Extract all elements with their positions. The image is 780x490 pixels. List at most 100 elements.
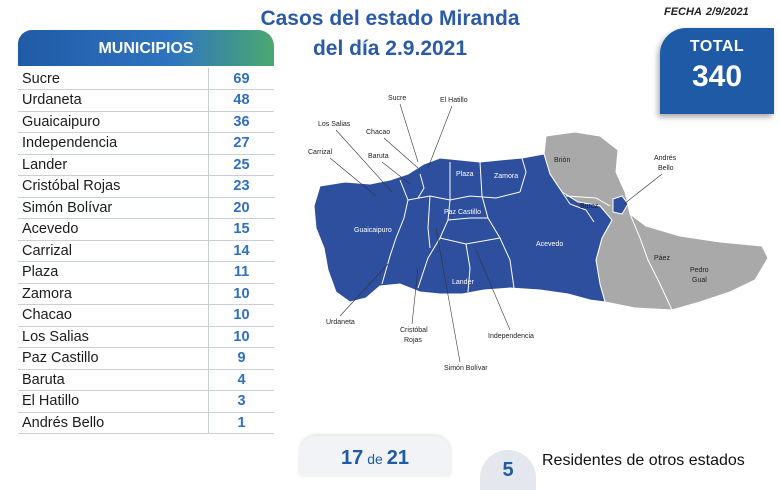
leader-line	[335, 129, 393, 193]
municipio-cases: 14	[208, 240, 274, 262]
label-acevedo: Acevedo	[536, 241, 563, 248]
municipio-name: Lander	[18, 154, 209, 176]
date-label: FECHA 2/9/2021	[664, 6, 753, 18]
border-line	[427, 195, 431, 249]
municipio-name: Acevedo	[18, 218, 209, 241]
label-paz-castillo: Paz Castillo	[444, 209, 481, 216]
page-title: Casos del estado Miranda del día 2.9.202…	[230, 4, 550, 64]
miranda-map: Sucre El Hatillo Los Salias Chacao Carri…	[308, 95, 769, 372]
leader-line	[383, 137, 419, 169]
border-line	[407, 191, 521, 201]
table-row: Independencia 27	[18, 132, 274, 155]
table-row: Los Salias 10	[18, 326, 274, 348]
label-guaicaipuro: Guaicaipuro	[354, 227, 392, 234]
reported-municipalities-card: 17 de 21	[300, 436, 450, 476]
title-line-1: Casos del estado Miranda	[260, 7, 520, 30]
leader-line	[329, 157, 377, 197]
label-pedro-gual-1: Pedro	[690, 267, 709, 274]
table-row: Cristóbal Rojas 23	[18, 175, 274, 198]
municipio-cases: 15	[208, 218, 274, 241]
municipio-cases: 48	[208, 89, 274, 112]
border-line	[417, 173, 425, 199]
municipio-name: Andrés Bello	[18, 412, 209, 434]
label-buroz: Buroz	[580, 203, 599, 210]
label-andres-bello-1: Andrés	[654, 155, 677, 162]
leader-line	[381, 161, 411, 185]
municipio-cases: 20	[208, 197, 274, 219]
label-andres-bello-2: Bello	[658, 165, 674, 172]
municipio-cases: 10	[208, 304, 274, 327]
municipio-cases: 10	[208, 283, 274, 305]
label-los-salias: Los Salias	[318, 121, 351, 128]
table-row: Andrés Bello 1	[18, 412, 274, 434]
municipio-cases: 4	[208, 369, 274, 391]
municipio-cases: 3	[208, 390, 274, 413]
label-lander: Lander	[452, 279, 474, 286]
municipio-name: Cristóbal Rojas	[18, 175, 209, 198]
count-affected: 17	[340, 447, 364, 469]
municipio-cases: 27	[208, 132, 274, 155]
municipio-name: Urdaneta	[18, 89, 209, 112]
municipio-name: Chacao	[18, 304, 209, 327]
municipio-cases: 25	[208, 154, 274, 176]
border-line	[479, 161, 515, 289]
municipio-cases: 23	[208, 175, 274, 198]
leader-line	[435, 227, 461, 363]
label-independencia: Independencia	[488, 333, 534, 340]
border-line	[381, 179, 409, 285]
border-line	[561, 191, 595, 223]
municipio-cases: 9	[208, 347, 274, 370]
total-label: TOTAL	[689, 38, 745, 55]
border-line	[447, 217, 488, 221]
leader-line	[623, 173, 663, 205]
residents-label: Residentes de otros estados	[542, 452, 745, 469]
label-el-hatillo: El Hatillo	[440, 97, 468, 104]
map-region-andres-bello	[612, 195, 629, 215]
municipio-cases: 1	[208, 412, 274, 434]
leader-line	[339, 263, 389, 317]
municipalities-count: 17 de 21	[341, 447, 409, 469]
total-value: 340	[691, 60, 743, 93]
label-chacao: Chacao	[366, 129, 390, 136]
table-row: Simón Bolívar 20	[18, 197, 274, 219]
table-row: El Hatillo 3	[18, 390, 274, 413]
municipio-name: El Hatillo	[18, 390, 209, 413]
leader-line	[399, 103, 419, 163]
municipio-cases: 69	[208, 68, 274, 90]
count-total: 21	[386, 447, 410, 469]
leader-line	[427, 105, 453, 169]
label-zamora: Zamora	[494, 173, 518, 180]
municipio-name: Baruta	[18, 369, 209, 391]
total-card: TOTAL 340	[660, 28, 774, 114]
title-line-2: del día 2.9.2021	[312, 37, 468, 60]
table-row: Paz Castillo 9	[18, 347, 274, 370]
count-de: de	[367, 451, 383, 467]
border-line	[417, 162, 451, 289]
label-cristobal-rojas-1: Cristóbal	[400, 327, 428, 334]
municipio-name: Simón Bolívar	[18, 197, 209, 219]
map-region-affected	[313, 153, 613, 303]
label-carrizal: Carrizal	[308, 149, 333, 156]
table-row: Baruta 4	[18, 369, 274, 391]
municipio-cases: 36	[208, 111, 274, 133]
border-line	[465, 243, 471, 293]
label-sucre: Sucre	[388, 95, 406, 102]
municipio-name: Guaicaipuro	[18, 111, 209, 133]
table-row: Guaicaipuro 36	[18, 111, 274, 133]
leader-line	[411, 267, 419, 325]
label-cristobal-rojas-2: Rojas	[404, 337, 422, 344]
municipios-table: Sucre 69 Urdaneta 48 Guaicaipuro 36 Indepen…	[18, 68, 274, 434]
table-row: Carrizal 14	[18, 240, 274, 262]
grey-borders	[565, 195, 673, 311]
border-line	[629, 213, 673, 311]
label-plaza: Plaza	[456, 171, 474, 178]
municipal-borders	[381, 157, 595, 293]
municipio-name: Zamora	[18, 283, 209, 305]
border-line	[565, 195, 611, 207]
label-pedro-gual-2: Gual	[692, 277, 707, 284]
municipios-header: MUNICIPIOS	[18, 30, 274, 66]
label-baruta: Baruta	[368, 153, 389, 160]
border-line	[519, 157, 527, 193]
table-row: Chacao 10	[18, 304, 274, 327]
municipio-name: Independencia	[18, 132, 209, 155]
